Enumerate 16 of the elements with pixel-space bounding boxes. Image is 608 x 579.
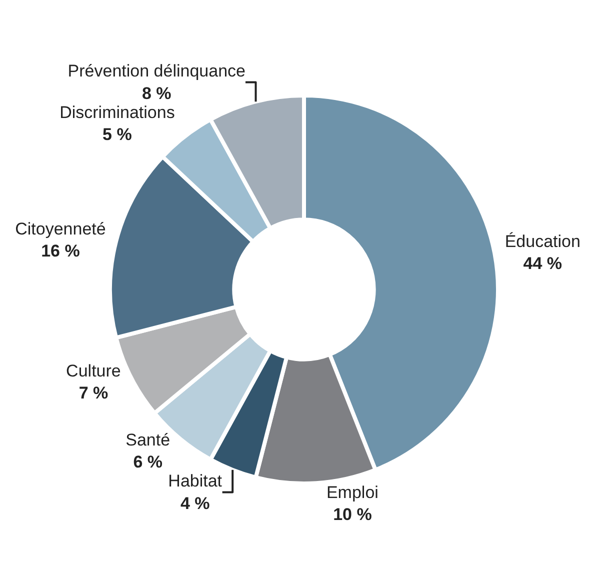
- slice-label: Prévention délinquance: [68, 62, 246, 81]
- slice-label: Éducation: [504, 232, 580, 251]
- slice-label: Habitat: [168, 472, 222, 491]
- slice-label: Emploi: [326, 483, 378, 502]
- slice-label: Citoyenneté: [15, 219, 106, 238]
- slice-label: Discriminations: [60, 102, 175, 122]
- data-label: 5 %: [102, 124, 132, 144]
- slice-label: Culture: [66, 361, 121, 380]
- data-label: 6 %: [133, 452, 162, 472]
- data-label: 44 %: [523, 254, 562, 273]
- slice-label: Santé: [126, 430, 170, 450]
- data-label: 8 %: [142, 84, 172, 103]
- data-label: 4 %: [180, 494, 210, 513]
- data-label: 16 %: [41, 242, 80, 261]
- data-label: 10 %: [333, 505, 372, 524]
- data-label: 7 %: [78, 383, 108, 402]
